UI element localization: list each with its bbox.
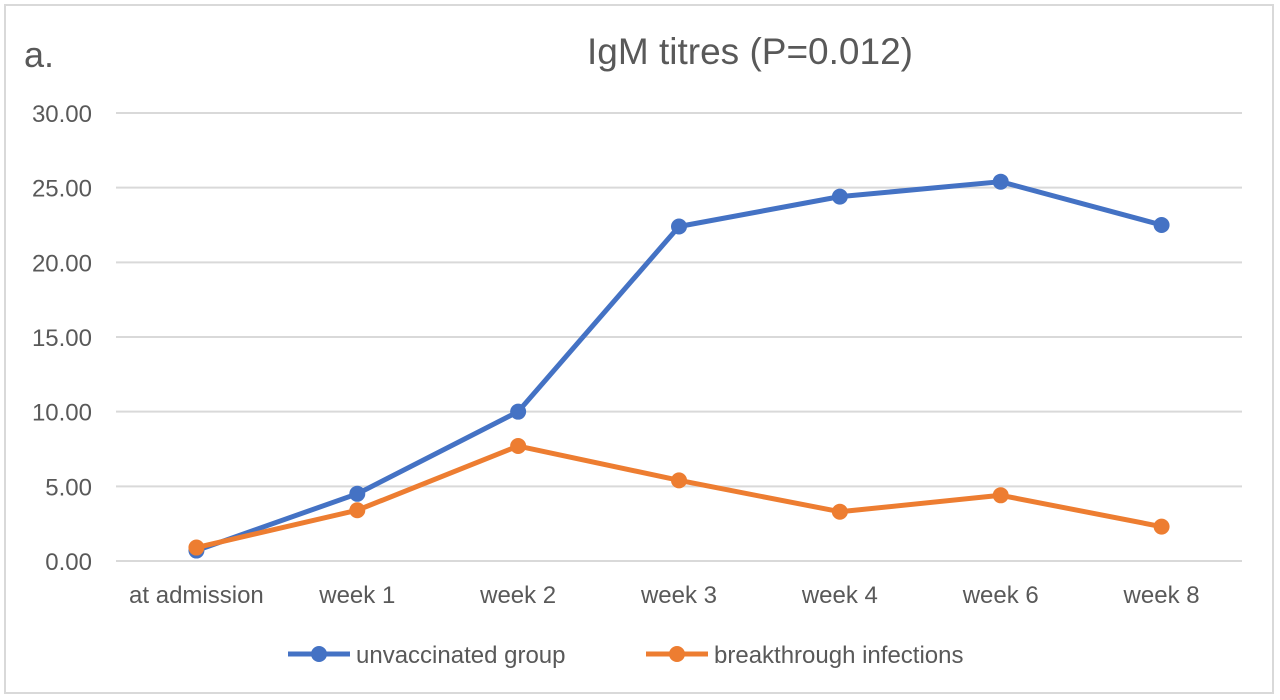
data-point — [1153, 217, 1170, 233]
legend-swatch-marker — [669, 646, 685, 662]
series-line — [193, 443, 1165, 551]
y-tick-label: 25.00 — [32, 176, 92, 203]
chart-title: IgM titres (P=0.012) — [587, 31, 913, 72]
series-group — [188, 173, 1170, 559]
legend-item: breakthrough infections — [646, 642, 964, 669]
y-tick-label: 20.00 — [32, 250, 92, 277]
x-tick-label: week 3 — [640, 582, 717, 609]
x-tick-label: week 1 — [318, 582, 395, 609]
data-point — [510, 438, 527, 455]
x-tick-label: at admission — [129, 582, 264, 609]
y-tick-label: 5.00 — [45, 474, 92, 501]
data-point — [1153, 518, 1170, 535]
legend-item: unvaccinated group — [288, 642, 565, 669]
legend-label: breakthrough infections — [714, 642, 964, 669]
gridlines — [116, 112, 1242, 562]
data-point — [349, 485, 366, 502]
x-tick-label: week 8 — [1123, 582, 1200, 609]
data-point — [671, 218, 687, 235]
data-point — [510, 403, 527, 420]
x-axis-ticks: at admission week 1 week 2 week 3 week 4 week… — [129, 582, 1200, 609]
x-tick-label: week 6 — [962, 582, 1039, 609]
data-point — [992, 173, 1009, 190]
series-line — [193, 179, 1165, 554]
legend: unvaccinated group breakthrough infection… — [288, 642, 964, 669]
chart-frame — [4, 4, 1274, 694]
data-point — [992, 487, 1009, 504]
x-tick-label: week 2 — [479, 582, 556, 609]
legend-label: unvaccinated group — [356, 642, 565, 669]
data-point — [831, 503, 848, 520]
data-point — [188, 539, 205, 556]
y-tick-label: 15.00 — [32, 325, 92, 352]
y-tick-label: 10.00 — [32, 400, 92, 427]
legend-swatch-marker — [311, 646, 327, 662]
y-tick-label: 0.00 — [45, 549, 92, 576]
data-point — [671, 472, 687, 489]
y-tick-label: 30.00 — [32, 101, 92, 128]
x-tick-label: week 4 — [801, 582, 878, 609]
data-point — [831, 188, 848, 205]
data-point — [349, 502, 366, 519]
panel-label: a. — [24, 34, 54, 75]
y-axis-ticks: 0.00 5.00 10.00 15.00 20.00 25.00 30.00 — [32, 101, 92, 576]
series-2 — [188, 438, 1170, 556]
